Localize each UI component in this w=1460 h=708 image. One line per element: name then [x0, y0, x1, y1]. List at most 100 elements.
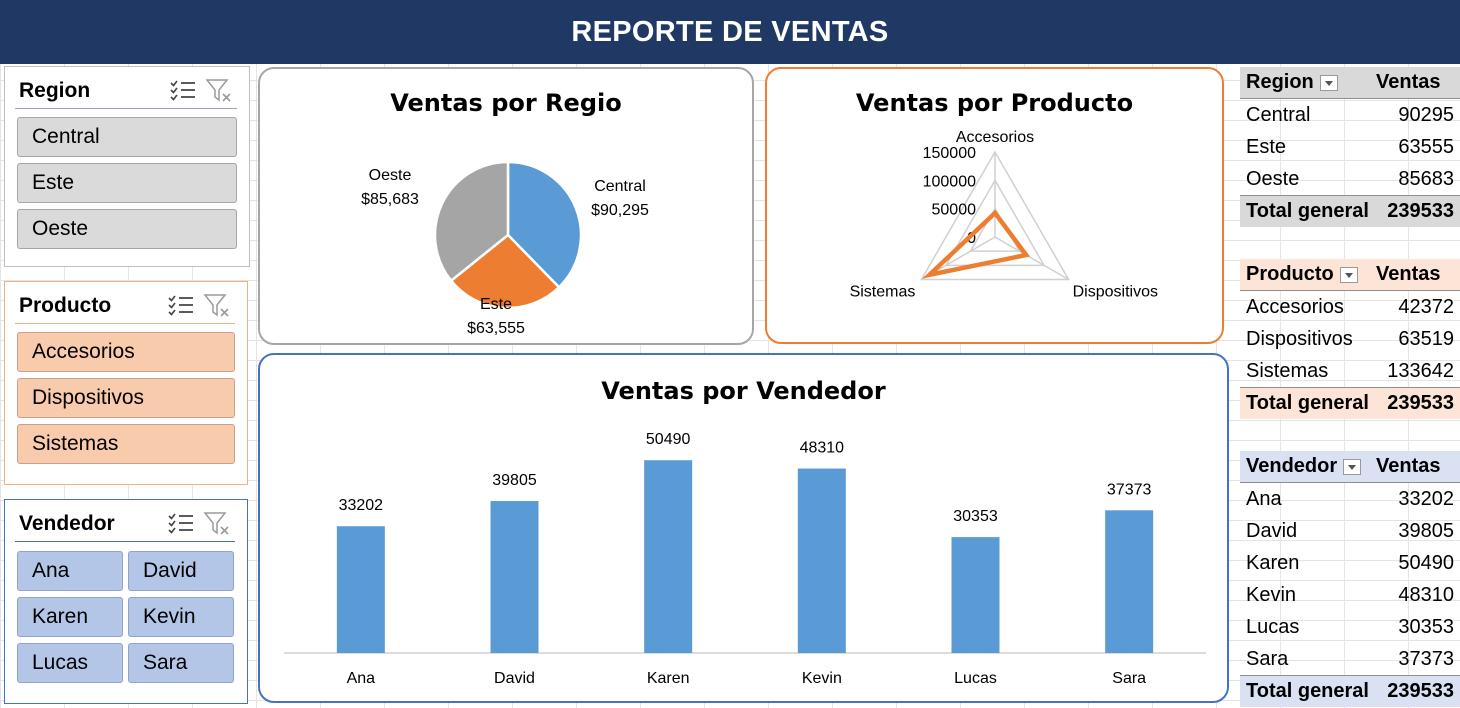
radar-axis-line [994, 236, 1069, 281]
pivot-row[interactable]: Oeste 85683 [1240, 163, 1460, 195]
pivot-row[interactable]: Dispositivos 63519 [1240, 323, 1460, 355]
pivot-row[interactable]: Karen 50490 [1240, 547, 1460, 579]
dropdown-icon[interactable] [1319, 74, 1338, 91]
pivot-header-label: Vendedor [1246, 455, 1338, 477]
pivot-total-value: 239533 [1387, 200, 1454, 222]
pivot-total-label: Total general [1246, 200, 1369, 222]
pie-label-value: $85,683 [361, 191, 419, 208]
report-header: REPORTE DE VENTAS [0, 0, 1460, 64]
pivot-row-value: 133642 [1387, 359, 1454, 382]
slicer-item-label: Este [32, 171, 75, 194]
slicer-item-label: Sistemas [32, 432, 119, 455]
slicer-item-sistemas[interactable]: Sistemas [17, 424, 235, 464]
region-slicer: Region Central Este Oeste [4, 66, 250, 267]
slicer-item-accesorios[interactable]: Accesorios [17, 332, 235, 372]
radar-category-label: Sistemas [850, 284, 916, 301]
multi-select-icon[interactable] [163, 509, 199, 539]
radar-category-label: Dispositivos [1073, 284, 1158, 301]
slicer-item-dispositivos[interactable]: Dispositivos [17, 378, 235, 418]
slicer-item-oeste[interactable]: Oeste [17, 209, 237, 249]
clear-filter-icon[interactable] [201, 76, 237, 106]
slicer-title: Vendedor [19, 511, 115, 535]
bar-david [490, 501, 539, 653]
pivot-total-row[interactable]: Total general 239533 [1240, 387, 1460, 419]
vendedor-bar-chart-card[interactable]: Ventas por Vendedor 33202 Ana 39805 David 50… [258, 353, 1229, 703]
slicer-item-karen[interactable]: Karen [17, 597, 123, 637]
pivot-row-label: Oeste [1246, 167, 1300, 190]
pivot-row-value: 42372 [1398, 295, 1454, 318]
dropdown-icon[interactable] [1343, 458, 1362, 475]
pivot-producto-header: Producto Ventas [1240, 259, 1460, 291]
pivot-total-label: Total general [1246, 680, 1369, 702]
pivot-row[interactable]: Este 63555 [1240, 131, 1460, 163]
pivot-row-label: Accesorios [1246, 295, 1344, 318]
pivot-row-value: 48310 [1398, 583, 1454, 606]
pivot-row[interactable]: Sistemas 133642 [1240, 355, 1460, 387]
pivot-header-label: Producto [1246, 263, 1334, 285]
pivot-row-value: 39805 [1398, 519, 1454, 542]
slicer-item-label: Dispositivos [32, 386, 145, 409]
slicer-item-este[interactable]: Este [17, 163, 237, 203]
region-pie-chart-card[interactable]: Ventas por Regio Central $90,295 Este $63,5… [258, 67, 754, 345]
radar-grid-ring [920, 150, 1070, 281]
pivot-row-value: 63519 [1398, 327, 1454, 350]
slicer-item-label: Kevin [143, 605, 196, 628]
pivot-row[interactable]: Ana 33202 [1240, 483, 1460, 515]
pie-data-label: Central $90,295 [591, 178, 649, 219]
pivot-header-value: Ventas [1376, 455, 1441, 477]
pivot-vendedor-header: Vendedor Ventas [1240, 451, 1460, 483]
pivot-row[interactable]: Lucas 30353 [1240, 611, 1460, 643]
bar-ana [336, 526, 385, 653]
pivot-header-label: Region [1246, 71, 1314, 93]
pivot-header-value: Ventas [1376, 71, 1441, 93]
producto-slicer: Producto Accesorios Dispositivos Sistema… [4, 281, 248, 485]
pivot-row[interactable]: Kevin 48310 [1240, 579, 1460, 611]
pivot-total-row[interactable]: Total general 239533 [1240, 675, 1460, 707]
clear-filter-icon[interactable] [199, 509, 235, 539]
bar-chart: 33202 Ana 39805 David 50490 Karen 48310 Kevin 30… [284, 431, 1206, 687]
pivot-row-label: Lucas [1246, 615, 1300, 638]
multi-select-icon[interactable] [163, 291, 199, 321]
radar-tick-label: 0 [967, 230, 976, 247]
pivot-row-label: David [1246, 519, 1298, 542]
slicer-item-ana[interactable]: Ana [17, 551, 123, 591]
slicer-item-sara[interactable]: Sara [128, 643, 234, 683]
bar-data-label: 39805 [492, 472, 537, 489]
slicer-item-label: Central [32, 125, 100, 148]
slicer-item-central[interactable]: Central [17, 117, 237, 157]
pivot-total-row[interactable]: Total general 239533 [1240, 195, 1460, 227]
pie-slice-central [506, 160, 583, 290]
multi-select-icon[interactable] [165, 76, 201, 106]
pivot-row-value: 63555 [1398, 135, 1454, 158]
bar-data-label: 30353 [953, 508, 998, 525]
pie-label-category: Central [594, 178, 646, 195]
pivot-row[interactable]: Accesorios 42372 [1240, 291, 1460, 323]
clear-filter-icon[interactable] [199, 291, 235, 321]
radar-grid-ring [944, 178, 1046, 267]
slicer-item-label: David [143, 559, 197, 582]
producto-radar-chart-card[interactable]: Ventas por Producto 150000 100000 50000 0 Ac… [765, 67, 1224, 344]
pivot-row[interactable]: David 39805 [1240, 515, 1460, 547]
slicer-item-kevin[interactable]: Kevin [128, 597, 234, 637]
slicer-item-david[interactable]: David [128, 551, 234, 591]
chart-title: Ventas por Regio [390, 89, 622, 117]
pivot-region-header: Region Ventas [1240, 67, 1460, 99]
bar-sara [1105, 510, 1154, 653]
pivot-row-label: Karen [1246, 551, 1300, 574]
slicer-item-lucas[interactable]: Lucas [17, 643, 123, 683]
bar-data-label: 37373 [1107, 481, 1152, 498]
pivot-row[interactable]: Sara 37373 [1240, 643, 1460, 675]
slicer-item-label: Lucas [32, 651, 89, 674]
pivot-row[interactable]: Central 90295 [1240, 99, 1460, 131]
dropdown-icon[interactable] [1339, 266, 1358, 283]
radar-tick-label: 150000 [923, 145, 976, 162]
bar-kevin [797, 468, 846, 653]
radar-series-line [922, 209, 1031, 279]
radar-category-label: Accesorios [956, 129, 1034, 146]
radar-tick-label: 100000 [923, 173, 976, 190]
pie-label-category: Oeste [369, 167, 412, 184]
chart-title: Ventas por Vendedor [601, 377, 886, 405]
pie-chart: Central $90,295 Este $63,555 Oeste $85,683 [361, 160, 649, 337]
radar-chart: 150000 100000 50000 0 Accesorios Dispositivos… [850, 129, 1158, 301]
bar-lucas [951, 537, 1000, 653]
